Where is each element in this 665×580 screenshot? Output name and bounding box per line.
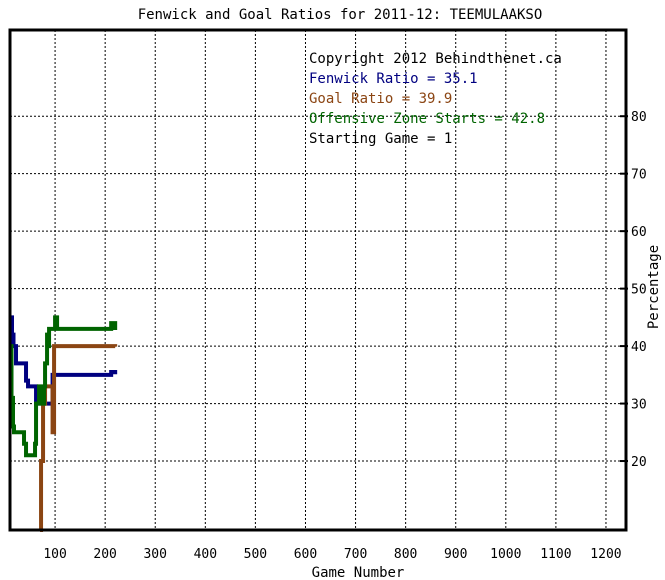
legend-annotation: Goal Ratio = 39.9 — [309, 91, 452, 107]
y-tick-labels: 20 30 40 50 60 70 80 — [620, 110, 647, 470]
series-line-offensive-zone-starts — [9, 315, 118, 458]
legend-annotation: Copyright 2012 Behindthenet.ca — [309, 51, 562, 67]
y-tick-label: 30 — [631, 398, 647, 413]
chart-title: Fenwick and Goal Ratios for 2011-12: TEE… — [138, 7, 543, 23]
x-tick-label: 1100 — [540, 547, 571, 562]
x-axis-label: Game Number — [312, 565, 405, 580]
x-tick-label: 400 — [194, 547, 217, 562]
plot-frame — [8, 28, 628, 532]
x-tick-label: 800 — [394, 547, 417, 562]
x-tick-label: 1000 — [490, 547, 521, 562]
y-tick-label: 80 — [631, 110, 647, 125]
x-tick-label: 600 — [294, 547, 317, 562]
series-lines — [9, 315, 118, 532]
grid — [10, 30, 626, 530]
series-line-goal-ratio — [39, 344, 118, 532]
y-tick-label: 20 — [631, 455, 647, 470]
x-tick-label: 1200 — [590, 547, 621, 562]
legend-annotation: Starting Game = 1 — [309, 131, 452, 147]
series-line-fenwick-ratio — [10, 315, 118, 406]
x-tick-label: 700 — [344, 547, 367, 562]
x-tick-label: 900 — [444, 547, 467, 562]
y-tick-label: 70 — [631, 168, 647, 183]
y-tick-label: 60 — [631, 225, 647, 240]
legend-annotation: Fenwick Ratio = 35.1 — [309, 71, 478, 87]
y-tick-label: 50 — [631, 283, 647, 298]
y-tick-label: 40 — [631, 340, 647, 355]
x-tick-labels: 100 200 300 400 500 600 700 800 900 1000 1100 1200 — [43, 547, 621, 562]
x-tick-label: 100 — [43, 547, 66, 562]
x-tick-label: 200 — [93, 547, 116, 562]
y-axis-label: Percentage — [646, 245, 662, 329]
legend-annotation: Offensive Zone Starts = 42.8 — [309, 111, 545, 127]
x-tick-label: 500 — [244, 547, 267, 562]
legend-annotations: Copyright 2012 Behindthenet.ca Fenwick Ra… — [309, 51, 562, 147]
x-tick-label: 300 — [143, 547, 166, 562]
